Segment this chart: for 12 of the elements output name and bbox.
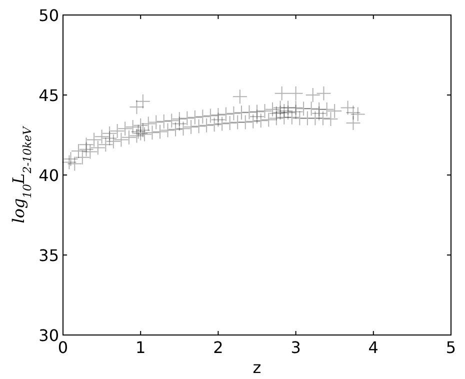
x-tick-label: 1 xyxy=(136,338,146,357)
x-tick-label: 5 xyxy=(446,338,456,357)
y-tick-label: 45 xyxy=(38,86,59,105)
x-axis-title: z xyxy=(252,358,262,377)
y-tick-label: 40 xyxy=(38,166,59,185)
x-tick-label: 3 xyxy=(290,338,301,357)
x-tick-label: 4 xyxy=(368,338,378,357)
x-tick-label: 2 xyxy=(213,338,224,357)
y-tick-label: 50 xyxy=(38,6,59,25)
y-tick-label: 35 xyxy=(38,246,59,265)
x-tick-label: 0 xyxy=(58,338,68,357)
y-tick-label: 30 xyxy=(38,326,59,345)
